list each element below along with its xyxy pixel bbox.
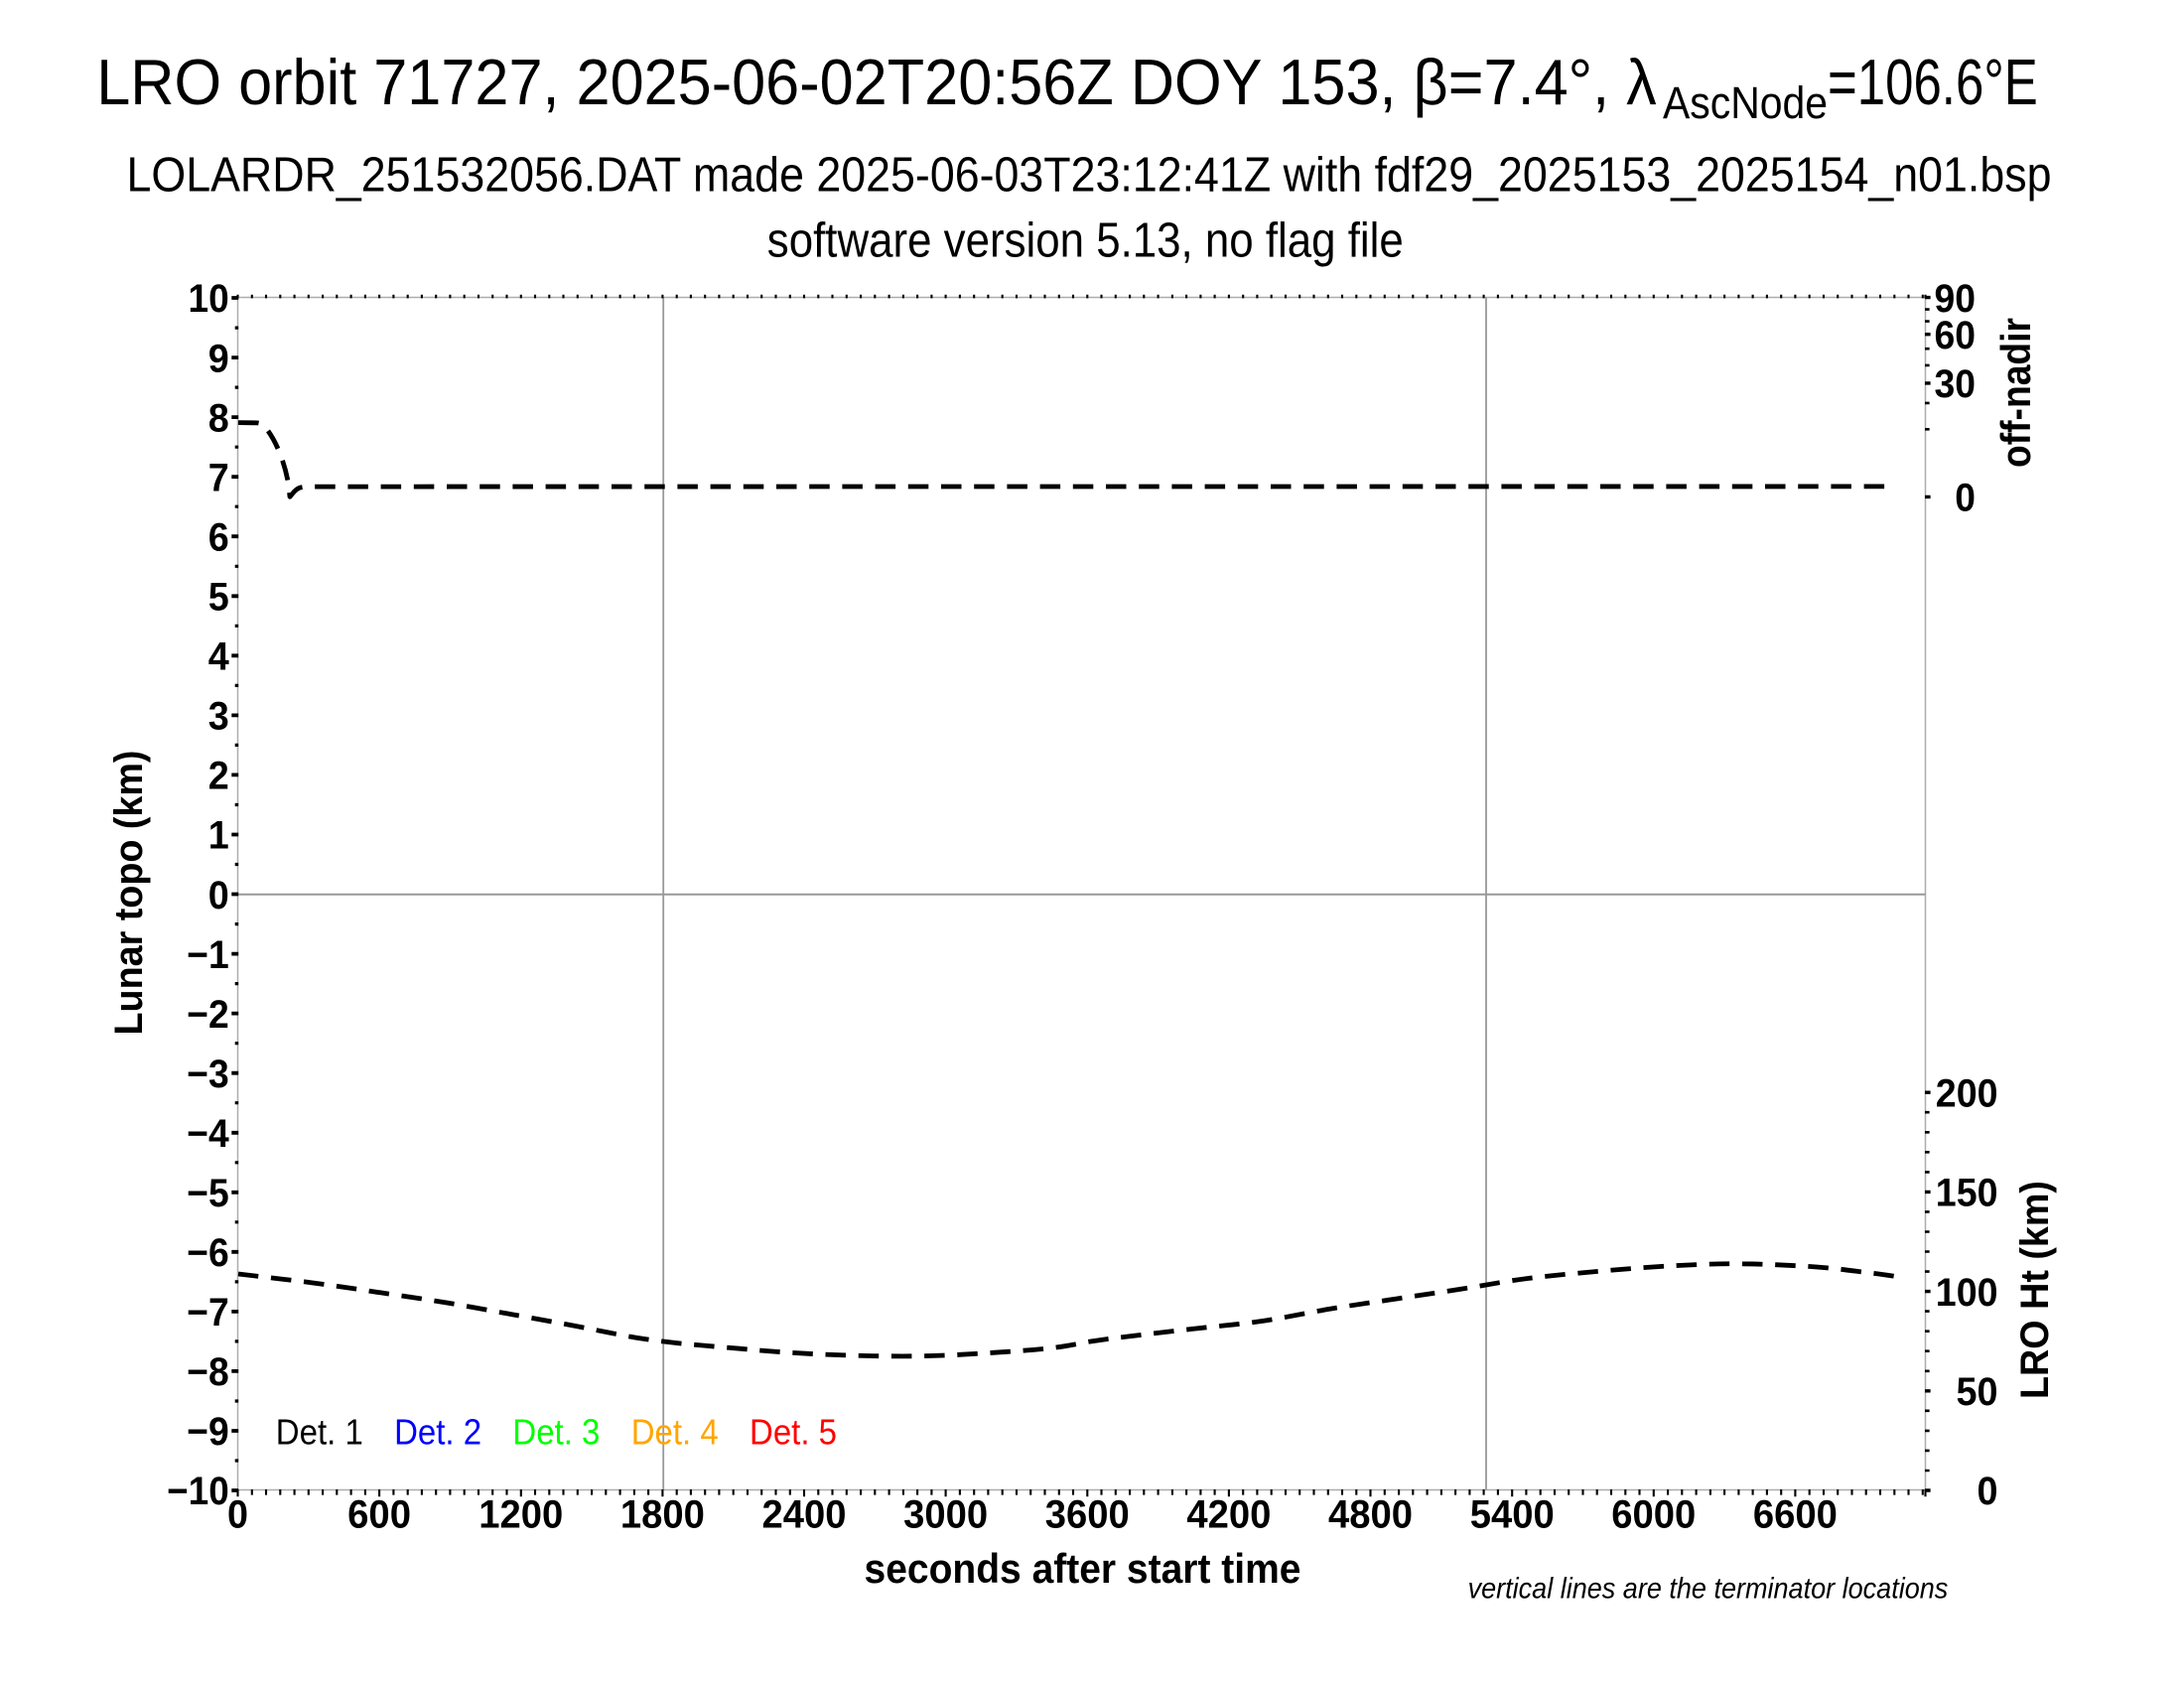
svg-text:100: 100	[1936, 1271, 1998, 1315]
svg-text:30: 30	[1935, 362, 1977, 406]
svg-text:software version 5.13, no flag: software version 5.13, no flag file	[767, 214, 1404, 268]
svg-text:−7: −7	[187, 1291, 229, 1335]
svg-text:−8: −8	[187, 1350, 229, 1394]
svg-text:−3: −3	[187, 1053, 229, 1096]
svg-text:600: 600	[347, 1492, 411, 1536]
svg-text:−6: −6	[187, 1231, 229, 1275]
svg-text:8: 8	[208, 396, 229, 440]
svg-text:50: 50	[1957, 1370, 1998, 1414]
svg-text:3600: 3600	[1045, 1492, 1130, 1536]
svg-text:1: 1	[208, 814, 229, 858]
svg-text:Det. 3: Det. 3	[512, 1412, 600, 1453]
svg-text:3000: 3000	[903, 1492, 988, 1536]
svg-text:Det. 5: Det. 5	[750, 1412, 837, 1453]
svg-text:0: 0	[1978, 1470, 1998, 1513]
svg-text:90: 90	[1935, 277, 1977, 321]
svg-text:6600: 6600	[1753, 1492, 1838, 1536]
svg-text:9: 9	[208, 337, 229, 380]
svg-text:Det. 4: Det. 4	[631, 1412, 719, 1453]
svg-text:7: 7	[208, 456, 229, 499]
svg-text:5: 5	[208, 576, 229, 620]
svg-text:−1: −1	[187, 933, 229, 977]
svg-text:6: 6	[208, 516, 229, 560]
svg-text:vertical lines are the termina: vertical lines are the terminator locati…	[1468, 1572, 1949, 1605]
svg-text:60: 60	[1935, 314, 1977, 357]
svg-text:−5: −5	[187, 1172, 229, 1215]
svg-text:−10: −10	[167, 1470, 229, 1513]
svg-text:10: 10	[189, 277, 229, 321]
svg-text:−4: −4	[187, 1112, 229, 1156]
svg-text:Lunar topo (km): Lunar topo (km)	[107, 751, 151, 1036]
svg-text:1800: 1800	[620, 1492, 705, 1536]
svg-text:150: 150	[1936, 1172, 1998, 1215]
svg-text:=106.6°E: =106.6°E	[1828, 46, 2038, 118]
svg-text:2400: 2400	[762, 1492, 847, 1536]
svg-text:4200: 4200	[1186, 1492, 1271, 1536]
svg-text:0: 0	[208, 874, 229, 917]
svg-text:4800: 4800	[1328, 1492, 1413, 1536]
svg-text:3: 3	[208, 695, 229, 739]
svg-text:LRO orbit 71727, 2025-06-02T20: LRO orbit 71727, 2025-06-02T20:56Z DOY 1…	[96, 46, 1657, 118]
svg-text:AscNode: AscNode	[1663, 77, 1828, 128]
svg-text:LRO Ht (km): LRO Ht (km)	[2013, 1181, 2057, 1399]
svg-text:Det. 2: Det. 2	[394, 1412, 481, 1453]
svg-text:0: 0	[1955, 477, 1976, 520]
svg-text:4: 4	[208, 635, 230, 679]
svg-text:−2: −2	[187, 993, 229, 1037]
svg-text:Det. 1: Det. 1	[276, 1412, 363, 1453]
svg-text:0: 0	[227, 1492, 248, 1536]
svg-text:5400: 5400	[1470, 1492, 1555, 1536]
svg-text:1200: 1200	[478, 1492, 563, 1536]
svg-text:−9: −9	[187, 1410, 229, 1454]
svg-text:off-nadir: off-nadir	[1992, 318, 2039, 468]
svg-text:6000: 6000	[1611, 1492, 1696, 1536]
svg-text:200: 200	[1936, 1071, 1998, 1115]
svg-text:seconds after start time: seconds after start time	[865, 1545, 1301, 1592]
svg-text:LOLARDR_251532056.DAT made 202: LOLARDR_251532056.DAT made 2025-06-03T23…	[127, 149, 2052, 203]
svg-text:2: 2	[208, 755, 229, 798]
